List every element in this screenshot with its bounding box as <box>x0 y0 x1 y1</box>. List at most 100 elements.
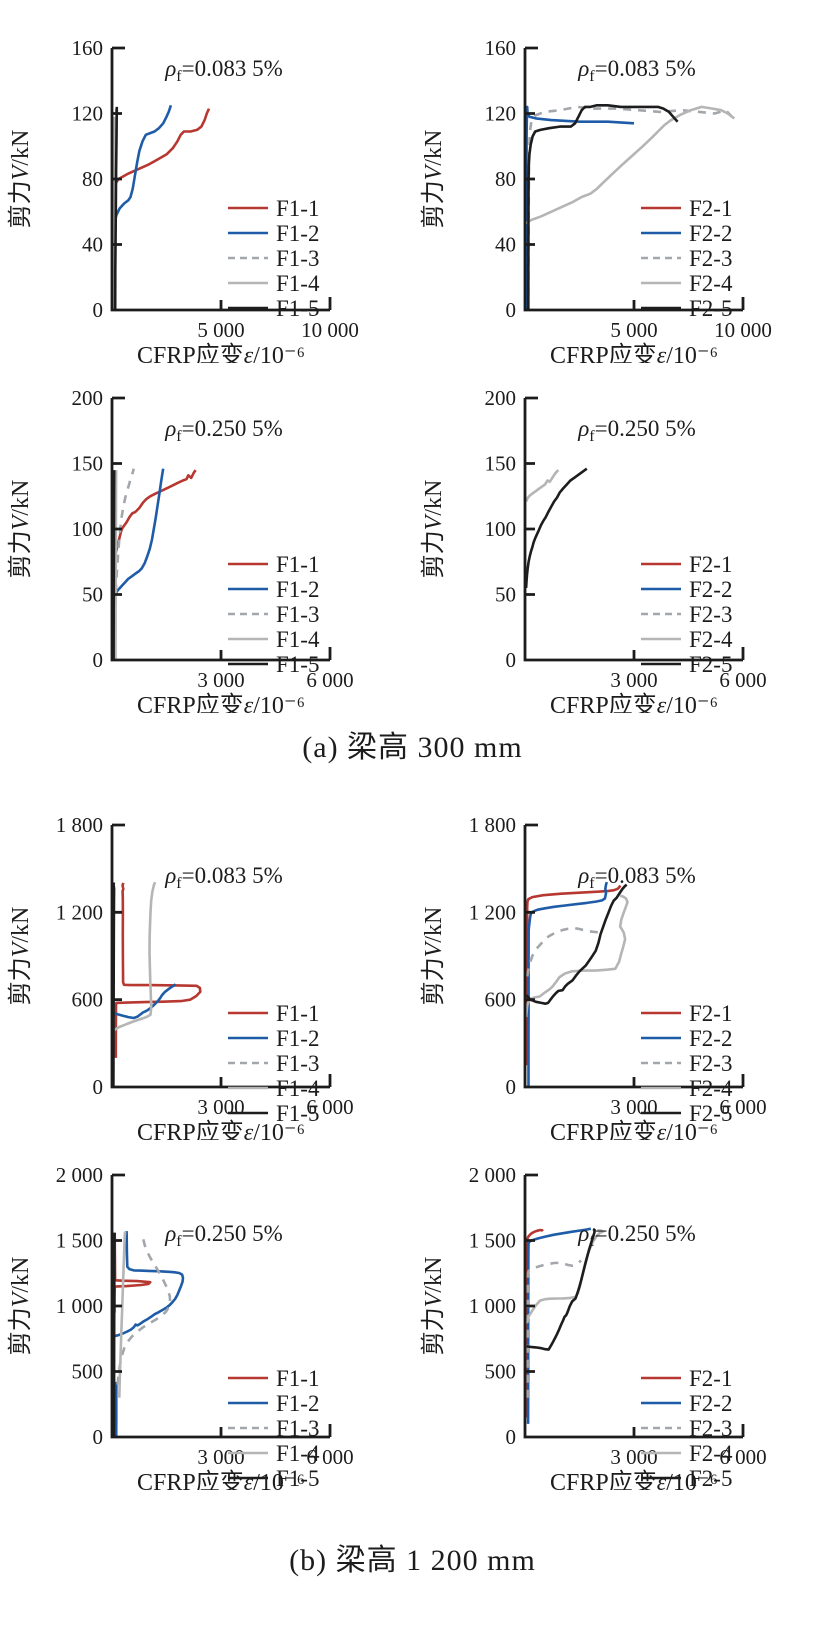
x-tick-label: 6 000 <box>306 668 353 692</box>
plot-title: ρf=0.250 5% <box>577 416 696 445</box>
legend-label-F2-4: F2-4 <box>689 271 733 296</box>
plot-title: ρf=0.083 5% <box>164 56 283 85</box>
y-axis-label: 剪力V/kN <box>420 130 447 229</box>
y-axis-label: 剪力V/kN <box>7 907 34 1006</box>
x-axis-label: CFRP应变ε/10⁻⁶ <box>137 692 305 713</box>
legend-label-F2-3: F2-3 <box>689 1051 732 1076</box>
y-tick-label: 160 <box>72 36 104 60</box>
axes <box>523 396 745 662</box>
axes <box>110 396 332 662</box>
y-tick-label: 0 <box>93 1425 104 1449</box>
y-tick-label: 160 <box>485 36 517 60</box>
y-tick-label: 0 <box>93 1075 104 1099</box>
legend-label-F2-1: F2-1 <box>689 196 732 221</box>
plot-title: ρf=0.083 5% <box>164 863 283 892</box>
y-tick-label: 1 000 <box>56 1294 103 1318</box>
series-line-F2-5 <box>527 104 679 311</box>
series-line-F1-2 <box>114 1231 185 1338</box>
y-tick-label: 500 <box>485 1360 517 1384</box>
legend-label-F1-3: F1-3 <box>276 602 319 627</box>
plot-title: ρf=0.083 5% <box>577 863 696 892</box>
series-line-F1-2 <box>113 468 165 596</box>
x-tick-label: 6 000 <box>719 1095 766 1119</box>
y-tick-label: 50 <box>495 583 516 607</box>
legend-label-F2-2: F2-2 <box>689 221 732 246</box>
legend-label-F1-2: F1-2 <box>276 221 319 246</box>
y-tick-label: 1 200 <box>469 900 516 924</box>
y-tick-label: 0 <box>93 298 104 322</box>
y-tick-label: 80 <box>82 167 103 191</box>
axes <box>523 46 745 312</box>
y-tick-label: 40 <box>82 233 103 257</box>
plot-title: ρf=0.250 5% <box>164 1221 283 1250</box>
legend-label-F1-3: F1-3 <box>276 1416 319 1441</box>
x-tick-label: 3 000 <box>610 1095 657 1119</box>
legend-label-F2-1: F2-1 <box>689 1001 732 1026</box>
legend-label-F1-1: F1-1 <box>276 552 319 577</box>
legend-label-F1-2: F1-2 <box>276 1391 319 1416</box>
chart-svg: 0 40 80 120 160 5 000 10 000 剪力V/kN CFRP应变ε/10⁻⁶… <box>420 36 772 369</box>
x-tick-label: 3 000 <box>197 1095 244 1119</box>
series-line-F2-5 <box>526 1227 596 1351</box>
x-tick-label: 6 000 <box>306 1445 353 1469</box>
legend-label-F2-4: F2-4 <box>689 1441 733 1466</box>
series-line-F2-2 <box>525 105 635 311</box>
legend-label-F1-5: F1-5 <box>276 1101 319 1126</box>
series-line-F1-2 <box>114 104 173 221</box>
legend-label-F1-4: F1-4 <box>276 271 320 296</box>
x-tick-label: 3 000 <box>610 668 657 692</box>
series-line-F1-4 <box>118 1231 127 1398</box>
y-tick-label: 0 <box>506 1425 517 1449</box>
legend-label-F1-1: F1-1 <box>276 196 319 221</box>
chart-svg: 0 40 80 120 160 5 000 10 000 剪力V/kN CFRP应变ε/10⁻⁶… <box>7 36 359 369</box>
series-line-F2-5 <box>525 883 628 1005</box>
legend-label-F1-3: F1-3 <box>276 246 319 271</box>
axes <box>110 1173 332 1439</box>
x-tick-label: 3 000 <box>610 1445 657 1469</box>
series-line-F2-5 <box>524 467 588 588</box>
y-axis-label: 剪力V/kN <box>7 480 34 579</box>
y-tick-label: 1 200 <box>56 900 103 924</box>
legend-label-F2-1: F2-1 <box>689 1366 732 1391</box>
y-tick-label: 40 <box>495 233 516 257</box>
legend-label-F2-3: F2-3 <box>689 1416 732 1441</box>
chart-b-f2-rho0250: 0 500 1 000 1 500 2 000 3 000 6 000 剪力V/kN CFRP应… <box>413 1145 825 1496</box>
chart-a-f2-rho0250: 0 50 100 150 200 3 000 6 000 剪力V/kN CFRP应变ε/10⁻⁶… <box>413 368 825 719</box>
series-line-F1-5 <box>112 882 116 1088</box>
legend-label-F2-4: F2-4 <box>689 627 733 652</box>
x-axis-label: CFRP应变ε/10⁻⁶ <box>550 692 718 713</box>
series-line-F2-3 <box>525 927 604 977</box>
chart-svg: 0 50 100 150 200 3 000 6 000 剪力V/kN CFRP应变ε/10⁻⁶… <box>7 386 354 719</box>
axes <box>523 823 745 1089</box>
legend-label-F1-5: F1-5 <box>276 1466 319 1490</box>
y-tick-label: 1 500 <box>56 1229 103 1253</box>
x-axis-label: CFRP应变ε/10⁻⁶ <box>137 342 305 363</box>
y-tick-label: 2 000 <box>56 1163 103 1187</box>
series-line-F1-3 <box>116 1233 172 1385</box>
x-tick-label: 6 000 <box>306 1095 353 1119</box>
y-tick-label: 200 <box>485 386 517 410</box>
caption-group-a: (a) 梁高 300 mm <box>302 731 523 764</box>
y-tick-label: 50 <box>82 583 103 607</box>
y-axis-label: 剪力V/kN <box>420 480 447 579</box>
legend-label-F1-4: F1-4 <box>276 1076 320 1101</box>
series-line-F1-4 <box>113 881 157 1032</box>
y-tick-label: 150 <box>485 452 517 476</box>
y-tick-label: 500 <box>72 1360 104 1384</box>
x-tick-label: 10 000 <box>714 318 772 342</box>
y-axis-label: 剪力V/kN <box>420 1257 447 1356</box>
y-tick-label: 2 000 <box>469 1163 516 1187</box>
series-line-F1-1 <box>112 108 211 311</box>
y-tick-label: 0 <box>506 1075 517 1099</box>
chart-b-f2-rho0083: 0 600 1 200 1 800 3 000 6 000 剪力V/kN CFRP应变ε/10… <box>413 795 825 1146</box>
series-line-F2-1 <box>525 884 622 1066</box>
y-tick-label: 100 <box>485 517 517 541</box>
y-tick-label: 1 500 <box>469 1229 516 1253</box>
chart-a-f1-rho0250: 0 50 100 150 200 3 000 6 000 剪力V/kN CFRP应变ε/10⁻⁶… <box>0 368 412 719</box>
x-tick-label: 6 000 <box>719 668 766 692</box>
y-tick-label: 150 <box>72 452 104 476</box>
y-tick-label: 600 <box>72 988 104 1012</box>
